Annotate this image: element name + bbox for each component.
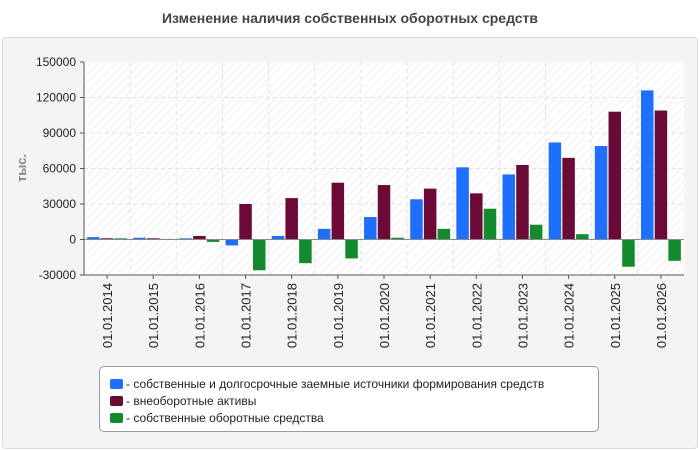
legend-label: - внеоборотные активы: [126, 393, 257, 408]
bar: [345, 239, 358, 259]
legend-item: - внеоборотные активы: [110, 392, 588, 409]
bar: [423, 188, 437, 240]
chart-legend: - собственные и долгосрочные заемные ист…: [99, 366, 599, 432]
x-tick-label: 01.01.2015: [146, 283, 161, 348]
bar: [562, 157, 575, 240]
x-tick-label: 01.01.2024: [562, 283, 577, 348]
bar: [225, 239, 239, 246]
bar: [193, 235, 206, 240]
bar: [483, 208, 497, 240]
bar: [239, 204, 252, 240]
bar: [100, 238, 114, 240]
bar: [331, 182, 345, 240]
bar: [470, 193, 483, 240]
bar: [608, 111, 622, 240]
bar: [252, 239, 266, 271]
x-tick-label: 01.01.2023: [515, 283, 530, 348]
x-tick-label: 01.01.2014: [100, 283, 115, 348]
legend-swatch: [110, 395, 123, 406]
x-tick-label: 01.01.2017: [239, 283, 254, 348]
bar: [364, 217, 377, 240]
legend-label: - собственные и долгосрочные заемные ист…: [126, 376, 545, 391]
bar: [146, 238, 160, 240]
bar: [87, 237, 100, 240]
bar: [594, 146, 608, 240]
bar: [622, 239, 635, 267]
legend-item: - собственные оборотные средства: [110, 409, 588, 426]
bar: [133, 237, 146, 240]
legend-swatch: [110, 378, 123, 389]
y-tick-label: 150000: [36, 55, 76, 69]
bar: [410, 199, 423, 240]
y-axis-label: тыс.: [14, 154, 29, 182]
bar: [391, 237, 404, 240]
x-tick-label: 01.01.2016: [192, 283, 207, 348]
y-tick-label: 0: [69, 233, 76, 247]
bar: [529, 224, 543, 240]
bar: [271, 235, 285, 240]
x-tick-label: 01.01.2021: [423, 283, 438, 348]
bar: [299, 239, 312, 264]
y-tick-label: 30000: [43, 197, 77, 211]
chart-title: Изменение наличия собственных оборотных …: [161, 10, 539, 26]
x-tick-label: 01.01.2026: [654, 283, 669, 348]
bar: [437, 228, 451, 240]
bar: [317, 228, 331, 240]
bar: [516, 164, 529, 240]
legend-swatch: [110, 412, 123, 423]
y-tick-label: -30000: [39, 268, 77, 282]
bar: [668, 239, 681, 261]
y-tick-label: 90000: [43, 126, 77, 140]
bar: [654, 110, 668, 240]
bar: [502, 174, 516, 240]
x-tick-label: 01.01.2022: [469, 283, 484, 348]
y-tick-label: 60000: [43, 162, 77, 176]
y-tick-label: 120000: [36, 91, 76, 105]
bar: [576, 234, 589, 240]
legend-item: - собственные и долгосрочные заемные ист…: [110, 375, 588, 392]
bar: [377, 185, 391, 240]
plot-area: [84, 62, 684, 275]
bar: [285, 198, 298, 240]
x-tick-label: 01.01.2025: [608, 283, 623, 348]
bar: [114, 238, 128, 240]
bar: [179, 238, 192, 240]
x-tick-label: 01.01.2019: [331, 283, 346, 348]
legend-label: - собственные оборотные средства: [126, 410, 324, 425]
x-tick-label: 01.01.2018: [285, 283, 300, 348]
bar: [640, 90, 654, 240]
bar: [548, 142, 562, 240]
bar: [206, 239, 220, 242]
bar: [456, 167, 469, 240]
x-tick-label: 01.01.2020: [377, 283, 392, 348]
